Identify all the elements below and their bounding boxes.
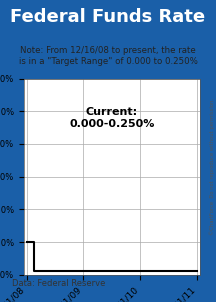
Text: Data: Federal Reserve: Data: Federal Reserve [12,279,105,288]
Text: Current:
0.000-0.250%: Current: 0.000-0.250% [69,107,154,129]
Text: Note: From 12/16/08 to present, the rate
is in a "Target Range" of 0.000 to 0.25: Note: From 12/16/08 to present, the rate… [19,47,197,66]
Text: ©ChartForce  Do not reproduce without permission.: ©ChartForce Do not reproduce without per… [210,98,215,235]
Text: Federal Funds Rate: Federal Funds Rate [10,8,206,26]
